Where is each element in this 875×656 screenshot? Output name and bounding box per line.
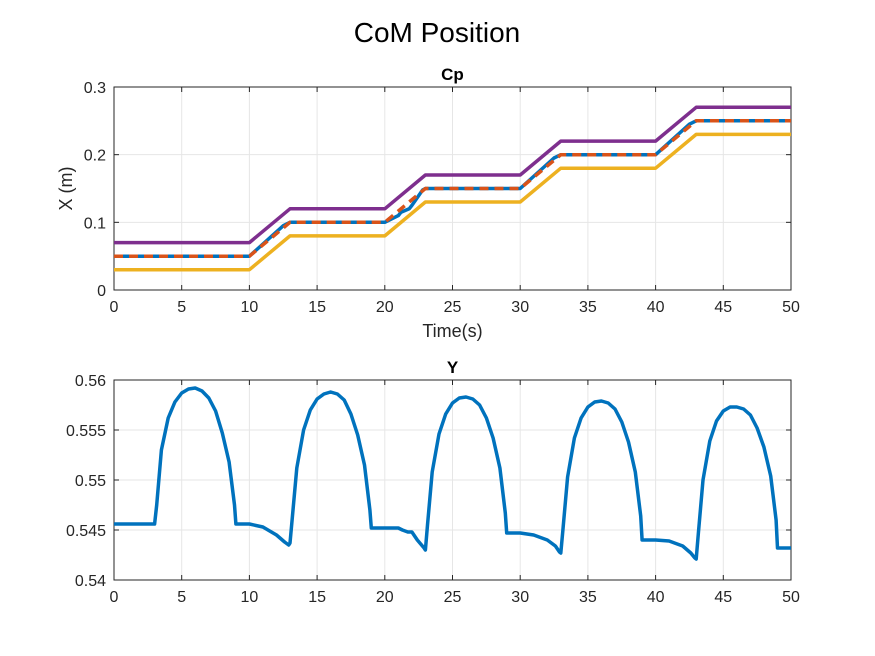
cp-y-tick-label: 0.2	[84, 148, 106, 165]
cp-axes-title: Cp	[441, 65, 464, 84]
cp-series	[114, 105, 791, 272]
cp-y-axis-label: X (m)	[56, 167, 76, 211]
y-x-tick-label: 35	[579, 589, 597, 606]
y-x-tick-label: 5	[177, 589, 186, 606]
cp-series-line-3	[114, 132, 791, 272]
y-x-tick-label: 10	[241, 589, 259, 606]
figure-title: CoM Position	[354, 17, 521, 48]
y-y-ticks: 0.54 0.545 0.55 0.555 0.56	[66, 373, 791, 590]
y-x-tick-label: 20	[376, 589, 394, 606]
cp-x-tick-label: 40	[647, 299, 665, 316]
cp-x-tick-label: 25	[444, 299, 462, 316]
y-x-tick-label: 40	[647, 589, 665, 606]
cp-series-line-0	[114, 105, 791, 245]
cp-x-tick-label: 15	[308, 299, 326, 316]
y-x-tick-label: 45	[714, 589, 732, 606]
cp-x-tick-label: 20	[376, 299, 394, 316]
y-series-line-0	[114, 386, 791, 561]
cp-x-tick-label: 10	[241, 299, 259, 316]
cp-x-axis-label: Time(s)	[422, 321, 482, 341]
y-y-tick-label: 0.555	[66, 423, 106, 440]
cp-series-line-2	[114, 119, 791, 258]
y-axes: 0 5 10 15 20 25 30 35 40 45 50 0.540.5450.550.5550…	[66, 358, 800, 606]
y-x-ticks: 0 5 10 15 20 25 30 35 40 45 50	[110, 380, 800, 606]
y-y-tick-label: 0.55	[75, 473, 106, 490]
cp-y-tick-label: 0.3	[84, 80, 106, 97]
y-axes-title: Y	[447, 358, 459, 377]
y-x-tick-label: 50	[782, 589, 800, 606]
y-x-tick-label: 0	[110, 589, 119, 606]
y-series	[114, 386, 791, 561]
cp-axes: 0 5 10 15 20 25 30 35 40 45 50 0 0.1 0.2 0.3 Cp Time(…	[56, 65, 800, 341]
y-x-tick-label: 30	[511, 589, 529, 606]
cp-x-tick-label: 30	[511, 299, 529, 316]
y-x-tick-label: 15	[308, 589, 326, 606]
y-x-tick-label: 25	[444, 589, 462, 606]
cp-y-tick-label: 0.1	[84, 215, 106, 232]
cp-x-tick-label: 50	[782, 299, 800, 316]
cp-x-tick-label: 35	[579, 299, 597, 316]
cp-y-tick-label: 0	[97, 283, 106, 300]
y-y-tick-label: 0.54	[75, 573, 106, 590]
cp-x-ticks: 0 5 10 15 20 25 30 35 40 45 50	[110, 87, 800, 316]
cp-x-tick-label: 0	[110, 299, 119, 316]
y-y-tick-label: 0.545	[66, 523, 106, 540]
y-y-tick-label: 0.56	[75, 373, 106, 390]
cp-y-ticks: 0 0.1 0.2 0.3	[84, 80, 791, 300]
cp-x-tick-label: 5	[177, 299, 186, 316]
cp-x-tick-label: 45	[714, 299, 732, 316]
